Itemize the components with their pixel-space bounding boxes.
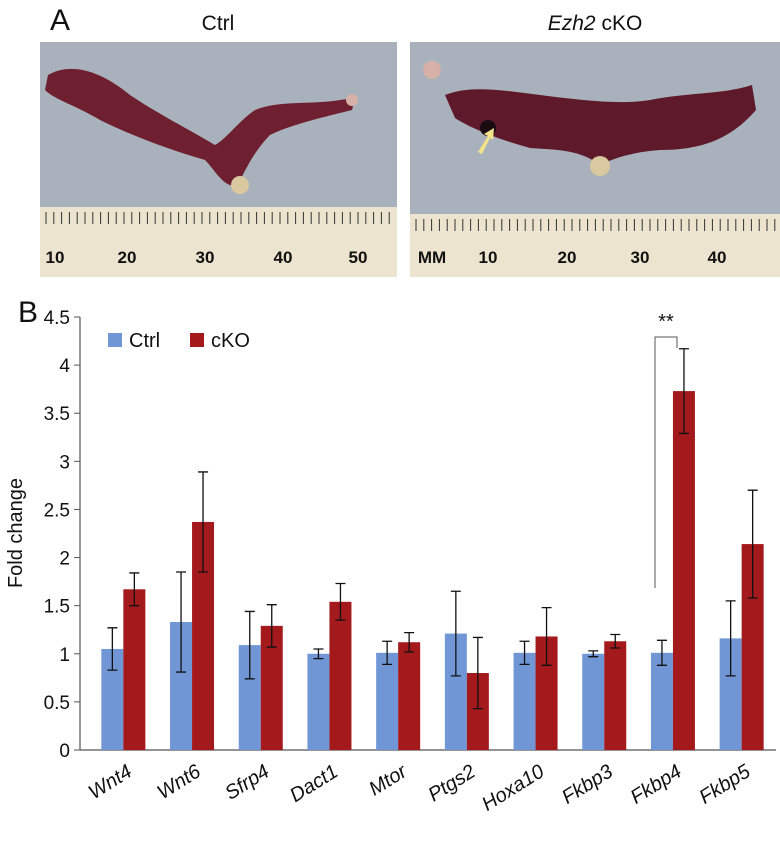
y-tick-label: 3.5	[44, 404, 70, 425]
error-bar	[404, 631, 415, 653]
bar	[123, 589, 146, 750]
x-tick-label: Wnt6	[153, 760, 205, 804]
significance-bracket	[654, 336, 678, 588]
error-bar	[588, 650, 599, 658]
error-bar	[472, 636, 483, 710]
x-tick-label: Mtor	[365, 760, 412, 801]
error-bar	[747, 489, 758, 599]
x-tick-label: Hoxa10	[478, 761, 548, 816]
bar	[329, 601, 352, 750]
legend-label: cKO	[211, 330, 250, 352]
legend-swatch	[190, 333, 204, 347]
ruler-number: 30	[631, 248, 650, 267]
error-bar	[198, 471, 209, 573]
ruler-number: 10	[479, 248, 498, 267]
ruler-number: 20	[118, 248, 137, 267]
bar	[238, 645, 261, 750]
bar	[535, 636, 558, 750]
bar	[444, 633, 467, 750]
error-bar	[519, 640, 530, 666]
x-tick-label: Dact1	[286, 761, 342, 807]
ruler-number: 50	[349, 248, 368, 267]
bar	[513, 652, 536, 750]
x-tick-label: Fkbp4	[627, 761, 686, 809]
error-bar	[656, 639, 667, 666]
y-tick-label: 1.5	[44, 597, 70, 618]
bar	[719, 638, 742, 750]
bar	[466, 673, 489, 750]
photo-title-text: cKO	[601, 12, 642, 35]
ruler-number: MM	[418, 248, 446, 267]
bar	[307, 653, 330, 750]
error-bar	[129, 572, 140, 607]
error-bar	[678, 348, 689, 435]
panel-label: B	[18, 296, 38, 329]
y-tick-label: 0	[59, 741, 70, 762]
x-tick-label: Wnt4	[85, 761, 136, 804]
x-tick-label: Sfrp4	[221, 761, 273, 805]
error-bar	[725, 600, 736, 677]
gene-name: Ezh2	[548, 12, 596, 35]
ruler-number: 30	[196, 248, 215, 267]
panel-label: A	[50, 4, 70, 37]
significance-label: **	[658, 311, 674, 333]
bar	[398, 642, 421, 750]
bar	[604, 641, 627, 750]
error-bar	[541, 606, 552, 666]
bar	[376, 652, 399, 750]
y-tick-label: 4	[59, 356, 70, 377]
ruler-number: 10	[46, 248, 65, 267]
bar	[192, 521, 215, 750]
bar	[650, 652, 673, 750]
error-bar	[266, 604, 277, 648]
bar	[170, 622, 193, 750]
bar	[101, 648, 124, 750]
ruler-number: 40	[708, 248, 727, 267]
x-tick-label: Fkbp3	[558, 761, 617, 809]
y-tick-label: 2.5	[44, 500, 70, 521]
error-bar	[382, 640, 393, 666]
ruler-number: 20	[558, 248, 577, 267]
error-bar	[176, 571, 187, 673]
photo-title: Ezh2 cKO	[548, 12, 643, 35]
error-bar	[610, 633, 621, 649]
error-bar	[244, 610, 255, 680]
x-tick-label: Ptgs2	[424, 761, 479, 807]
y-tick-label: 3	[59, 452, 70, 473]
x-tick-label: Fkbp5	[695, 760, 755, 809]
error-bar	[450, 590, 461, 677]
legend-swatch	[108, 333, 122, 347]
bar	[582, 653, 605, 750]
error-bar	[107, 627, 118, 671]
photo-title: Ctrl	[202, 12, 235, 35]
bar	[260, 625, 283, 750]
error-bar	[335, 582, 346, 621]
error-bar	[313, 648, 324, 660]
y-tick-label: 2	[59, 549, 70, 570]
y-tick-label: 0.5	[44, 693, 70, 714]
legend-label: Ctrl	[129, 330, 160, 352]
bar	[741, 544, 764, 750]
photo	[40, 42, 397, 277]
y-tick-label: 4.5	[44, 308, 70, 329]
bar	[672, 391, 695, 750]
photo	[410, 42, 780, 277]
y-tick-label: 1	[59, 645, 70, 666]
ruler-number: 40	[274, 248, 293, 267]
y-axis-label: Fold change	[5, 478, 27, 588]
